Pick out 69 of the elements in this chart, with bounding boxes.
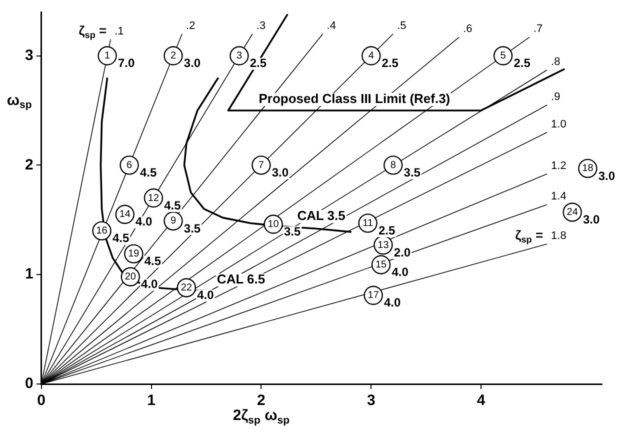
annotation: 16 — [96, 226, 108, 237]
annotation: 2.5 — [378, 223, 396, 238]
annotation: 15 — [375, 259, 388, 270]
annotation: 4.0 — [136, 214, 153, 229]
series-label: 1.8 — [551, 230, 566, 242]
annotation: 24 — [566, 206, 578, 218]
annotation: 3.0 — [272, 165, 289, 180]
annotation: 2.5 — [250, 56, 267, 70]
series-label: .8 — [551, 56, 560, 68]
annotation: 8 — [390, 160, 396, 171]
annotation: 5 — [500, 50, 506, 62]
y-tick-label: 0 — [25, 375, 34, 392]
series-label: .7 — [533, 23, 543, 36]
annotation: 19 — [128, 248, 140, 260]
annotation: 4.0 — [197, 288, 214, 302]
series-label: .3 — [256, 20, 266, 32]
annotation: 13 — [378, 240, 390, 251]
annotation: 4.5 — [112, 231, 130, 246]
annotation: 4.5 — [164, 198, 182, 212]
series-label: .6 — [463, 23, 472, 36]
annotation: 4.0 — [384, 296, 402, 310]
annotation: 18 — [582, 163, 594, 174]
annotation: 10 — [268, 219, 280, 230]
annotation: 3.5 — [284, 224, 301, 239]
series-label: .2 — [186, 20, 196, 32]
annotation: 4.0 — [392, 265, 409, 280]
series-label: 1.2 — [551, 160, 566, 172]
annotation: 7 — [258, 160, 264, 171]
y-tick-label: 2 — [25, 156, 34, 174]
x-tick-label: 0 — [37, 392, 46, 410]
annotation: 20 — [124, 272, 136, 283]
annotation: 14 — [119, 209, 131, 220]
annotation: 9 — [170, 216, 176, 227]
annotation: 4.0 — [141, 277, 158, 292]
series-label: .4 — [326, 20, 336, 32]
annotation: 22 — [180, 282, 192, 294]
annotation: 2.5 — [382, 56, 399, 70]
annotation: 6 — [126, 160, 133, 171]
annotation: 3.5 — [404, 165, 421, 180]
annotation: 3.0 — [582, 212, 600, 227]
series-label: .5 — [397, 20, 406, 32]
annotation: 1 — [104, 50, 111, 62]
annotation: CAL 6.5 — [216, 272, 266, 287]
annotation: Proposed Class III Limit (Ref.3) — [258, 91, 450, 106]
annotation: 17 — [368, 290, 380, 302]
y-tick-label: 1 — [25, 266, 34, 283]
annotation: 2 — [170, 50, 176, 62]
x-tick-label: 2 — [257, 392, 266, 410]
annotation: 2.0 — [394, 245, 411, 260]
annotation: 3.0 — [598, 168, 616, 183]
annotation: 4.5 — [144, 254, 162, 268]
y-tick-label: 3 — [25, 46, 34, 64]
annotation: 12 — [148, 192, 160, 204]
x-tick-label: 4 — [476, 392, 486, 410]
annotation: 4.5 — [140, 165, 157, 180]
annotation: 11 — [362, 218, 374, 229]
annotation: CAL 3.5 — [297, 208, 346, 224]
annotation: 7.0 — [118, 56, 135, 70]
series-label: 1.0 — [551, 118, 566, 130]
x-tick-label: 1 — [147, 392, 156, 410]
series-label: .9 — [551, 91, 560, 104]
series-label: .1 — [114, 25, 124, 38]
x-tick-label: 3 — [366, 392, 376, 410]
series-label: 1.4 — [551, 190, 566, 203]
annotation: 3.5 — [184, 221, 201, 236]
annotation: 3 — [236, 50, 242, 62]
annotation: 2.5 — [514, 56, 531, 70]
annotation: 4 — [368, 50, 374, 62]
annotation: 3.0 — [184, 56, 201, 70]
